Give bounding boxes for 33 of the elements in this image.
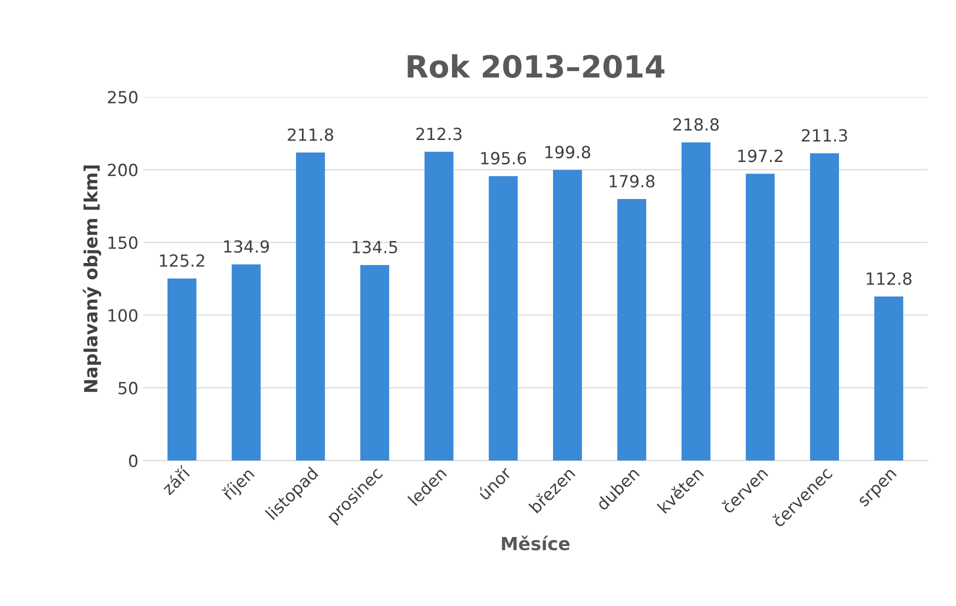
bar: [682, 142, 710, 461]
data-label: 179.8: [610, 174, 654, 188]
bar: [167, 278, 196, 461]
y-tick-label: 100: [108, 309, 138, 322]
data-label: 112.8: [866, 272, 912, 285]
data-label: 211.3: [802, 129, 848, 142]
data-label: 197.2: [738, 150, 782, 162]
y-tick-label: 200: [108, 164, 138, 176]
bar: [296, 152, 325, 461]
data-label: 195.6: [481, 152, 526, 165]
bar: [232, 264, 261, 461]
y-axis-title: Naplavaný objem [km]: [82, 165, 102, 392]
data-label: 211.8: [288, 128, 334, 141]
bar: [617, 199, 646, 461]
data-label: 218.8: [673, 118, 719, 131]
data-label: 134.5: [352, 240, 398, 254]
y-tick-label: 50: [118, 382, 138, 394]
bar: [424, 152, 454, 461]
x-axis-title: Měsíce: [502, 536, 570, 550]
data-label: 134.9: [224, 240, 269, 253]
y-tick-label: 250: [108, 90, 138, 104]
data-label: 212.3: [416, 128, 462, 140]
y-tick-label: 0: [129, 454, 138, 468]
bar: [488, 176, 518, 461]
bar: [810, 153, 839, 461]
bar: [874, 296, 904, 461]
bar: [746, 174, 775, 461]
chart-title: Rok 2013–2014: [408, 54, 664, 78]
bar: [360, 264, 390, 461]
data-label: 125.2: [160, 254, 204, 267]
y-tick-label: 150: [108, 236, 138, 249]
data-label: 199.8: [545, 146, 590, 158]
bar: [553, 170, 582, 461]
